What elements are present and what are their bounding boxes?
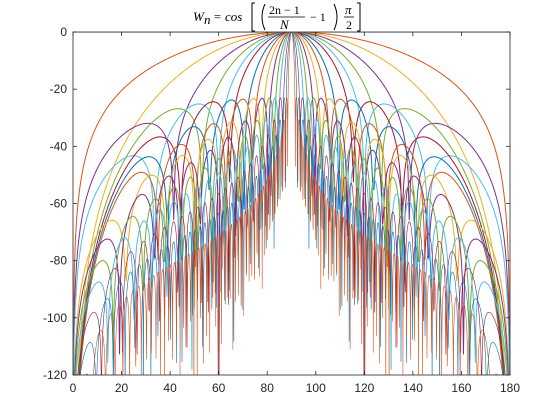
title-minus-one: − 1 [310, 10, 326, 24]
x-tick-label: 80 [261, 381, 275, 395]
x-tick-label: 40 [163, 381, 177, 395]
x-tick-label: 120 [354, 381, 374, 395]
series-line-n48 [77, 32, 506, 375]
series-line-n11 [79, 32, 504, 375]
x-tick-label: 180 [500, 381, 520, 395]
title-right-paren [333, 3, 338, 31]
title-left-bracket [251, 2, 255, 32]
title-eq: = cos [213, 9, 242, 24]
x-tick-label: 0 [70, 381, 77, 395]
y-tick-label: -120 [43, 368, 67, 382]
y-tick-label: 0 [60, 25, 67, 39]
series-line-n4 [73, 32, 510, 375]
y-tick-label: -80 [50, 254, 68, 268]
y-tick-label: -60 [50, 197, 68, 211]
title-subscript: n [204, 12, 211, 27]
x-axis: 0 20 40 60 80 100 120 140 160 180 [70, 32, 520, 395]
y-tick-label: -40 [50, 139, 68, 153]
title-denominator: N [279, 17, 290, 32]
series-line-n72 [79, 32, 504, 375]
title-right-bracket [357, 2, 361, 32]
title-numerator: 2n − 1 [269, 3, 300, 17]
x-tick-label: 20 [115, 381, 129, 395]
series-layer [73, 32, 510, 375]
series-line-n18 [74, 32, 509, 375]
series-line-n7 [78, 32, 505, 375]
series-line-n110 [85, 32, 498, 375]
chart-title: W n = cos 2n − 1 N − 1 π 2 [193, 2, 361, 32]
x-tick-label: 60 [212, 381, 226, 395]
x-tick-label: 100 [306, 381, 326, 395]
series-line-n5 [78, 32, 505, 375]
x-tick-label: 160 [451, 381, 471, 395]
series-line-n6 [73, 32, 510, 375]
y-tick-label: -100 [43, 311, 67, 325]
title-two: 2 [346, 18, 352, 32]
title-lhs: W [193, 9, 205, 24]
series-line-n2 [73, 32, 510, 375]
plot-background [73, 32, 510, 375]
series-line-n3 [77, 32, 506, 375]
series-line-n24 [74, 32, 509, 375]
title-pi: π [345, 2, 352, 17]
series-line-n14 [73, 32, 510, 375]
y-tick-label: -20 [50, 82, 68, 96]
y-axis: 0 -20 -40 -60 -80 -100 -120 [43, 25, 510, 382]
series-line-n9 [79, 32, 504, 375]
series-line-n32 [75, 32, 508, 375]
x-tick-label: 140 [403, 381, 423, 395]
title-left-paren [261, 3, 266, 31]
